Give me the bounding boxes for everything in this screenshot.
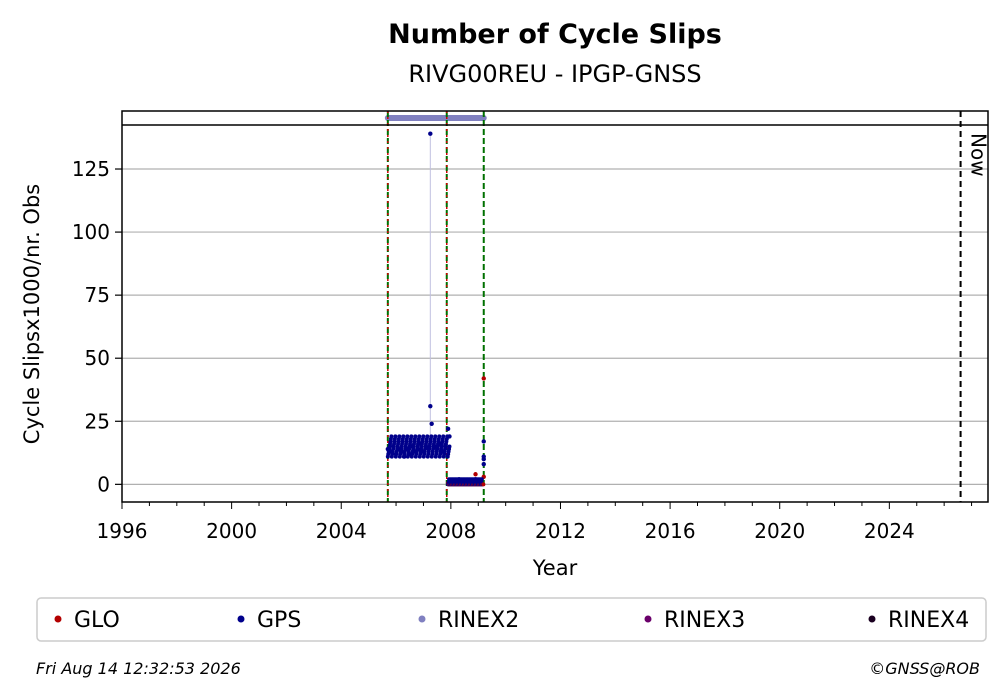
gps-point: [401, 434, 406, 439]
gps-point: [433, 434, 438, 439]
grid-lines: [122, 168, 988, 485]
x-tick-label: 2024: [864, 519, 915, 543]
x-axis-label: Year: [532, 556, 578, 580]
x-tick-label: 2012: [535, 519, 586, 543]
x-tick-label: 1996: [97, 519, 148, 543]
gps-point: [447, 444, 452, 449]
legend-marker-gps: [237, 615, 245, 623]
gps-point: [429, 434, 434, 439]
legend-marker-rinex2: [418, 615, 426, 623]
gps-point: [429, 421, 434, 426]
legend-marker-glo: [54, 615, 62, 623]
gps-point: [393, 434, 398, 439]
gps-point: [413, 434, 418, 439]
y-tick-label: 25: [85, 409, 110, 433]
gps-point: [445, 426, 451, 432]
chart-subtitle: RIVG00REU - IPGP-GNSS: [408, 60, 701, 88]
legend-label-glo: GLO: [74, 608, 120, 633]
legend-label-rinex2: RINEX2: [438, 608, 519, 633]
gps-point: [397, 434, 402, 439]
y-tick-label: 125: [72, 157, 110, 181]
chart-title: Number of Cycle Slips: [388, 19, 722, 50]
x-tick-label: 2016: [645, 519, 696, 543]
x-axis-ticks: 1996 2000 2004 2008 2012 2016 2020 2024: [97, 502, 973, 543]
legend-label-rinex4: RINEX4: [888, 608, 969, 633]
y-tick-label: 50: [85, 346, 110, 370]
footer-timestamp: Fri Aug 14 12:32:53 2026: [36, 659, 241, 678]
gps-point: [481, 454, 486, 459]
gps-point: [428, 403, 433, 409]
footer-copyright: ©GNSS@ROB: [869, 659, 980, 678]
y-axis-ticks: 0 25 50 75 100 125: [72, 157, 122, 496]
gps-point: [481, 439, 486, 444]
y-axis-label: Cycle Slipsx1000/nr. Obs: [20, 184, 44, 444]
gps-point: [481, 461, 486, 467]
x-tick-label: 2008: [425, 519, 476, 543]
gps-point: [409, 434, 414, 439]
legend: GLO GPS RINEX2 RINEX3 RINEX4: [36, 597, 987, 642]
now-label: Now: [967, 133, 991, 177]
x-tick-label: 2020: [754, 519, 805, 543]
legend-marker-rinex4: [868, 615, 876, 623]
gps-point: [445, 434, 450, 439]
y-tick-label: 0: [97, 472, 110, 496]
gps-point: [428, 131, 433, 136]
gps-point: [421, 434, 426, 439]
glo-point: [481, 482, 486, 487]
y-tick-label: 100: [72, 220, 110, 244]
legend-label-rinex3: RINEX3: [664, 608, 745, 633]
glo-point: [473, 472, 478, 477]
glo-point: [481, 376, 486, 381]
x-tick-label: 2000: [206, 519, 257, 543]
gps-point: [389, 434, 394, 439]
event-lines: Now: [384, 111, 991, 502]
gps-point: [425, 434, 430, 439]
y-tick-label: 75: [85, 283, 110, 307]
gps-point: [479, 477, 484, 482]
x-tick-label: 2004: [316, 519, 367, 543]
gps-point: [417, 434, 422, 439]
gps-point: [437, 434, 442, 439]
legend-marker-rinex3: [644, 615, 652, 623]
gps-point: [405, 434, 410, 439]
plot-frame: [121, 110, 989, 503]
legend-label-gps: GPS: [257, 608, 301, 633]
data-points: [385, 131, 486, 487]
gps-point: [441, 434, 446, 439]
legend-box: [36, 597, 987, 642]
